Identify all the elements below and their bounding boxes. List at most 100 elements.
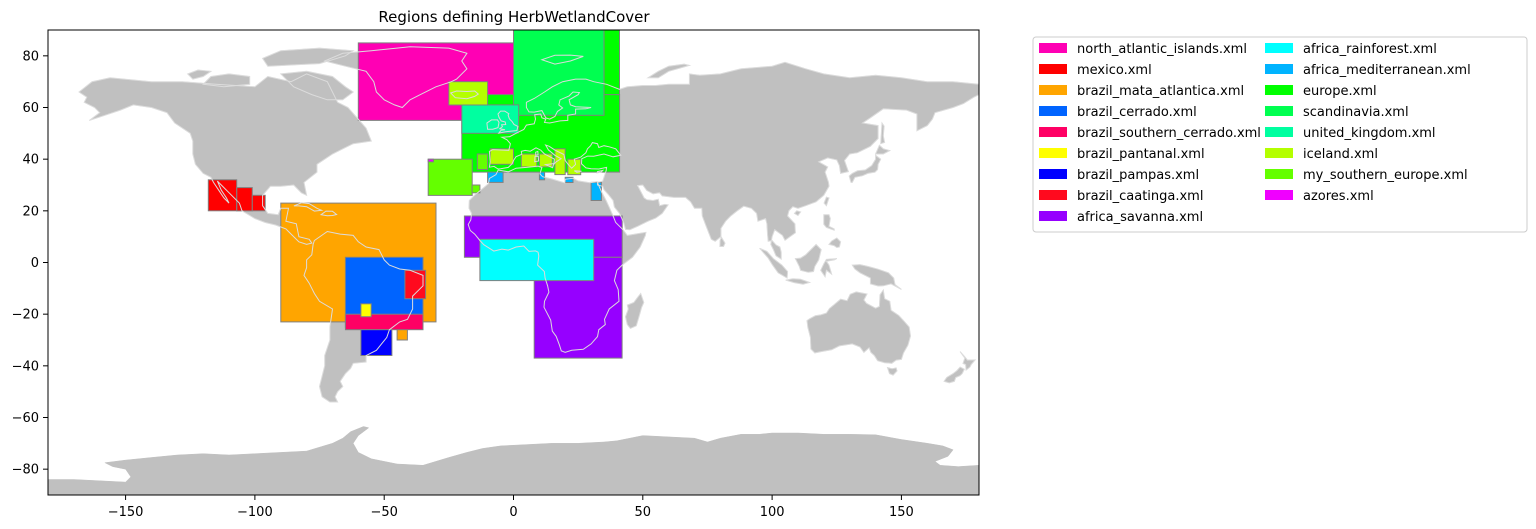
y-tick-label: 60	[22, 101, 39, 116]
region-box-my-southern-europe-3	[471, 184, 481, 194]
legend-swatch-north-atlantic-islands	[1039, 43, 1067, 53]
chart-title: Regions defining HerbWetlandCover	[378, 8, 650, 26]
y-tick-label: 40	[22, 153, 39, 168]
coastline-hokkaido	[874, 144, 892, 155]
x-tick-label: −150	[108, 505, 144, 520]
coastline-great-britain	[497, 110, 519, 134]
region-layer	[207, 30, 623, 359]
coastline-victoria	[202, 73, 251, 88]
legend-label-mexico: mexico.xml	[1077, 63, 1152, 78]
legend-label-africa-savanna: africa_savanna.xml	[1077, 210, 1203, 225]
y-tick-label: −60	[12, 411, 39, 426]
region-box-iceland-5	[554, 148, 566, 176]
coastline-corsica	[535, 150, 539, 156]
legend-label-azores: azores.xml	[1303, 189, 1374, 204]
coastline-australia	[806, 288, 912, 364]
legend-label-united-kingdom: united_kingdom.xml	[1303, 126, 1436, 141]
y-axis: −80 −60 −40 −20 0 20 40 60 80	[12, 49, 48, 478]
x-tick-label: 100	[760, 505, 785, 520]
coastline-nz-south	[943, 366, 965, 384]
coastline-new-guinea	[851, 264, 902, 290]
coastline-crete	[574, 170, 582, 173]
coastline-greenland	[323, 46, 468, 109]
legend-swatch-brazil-caatinga	[1039, 190, 1067, 200]
region-box-iceland-1	[448, 81, 489, 106]
coastline-ireland	[486, 119, 500, 130]
coastline-nz-north	[959, 351, 977, 371]
coastline-baffin	[279, 70, 355, 101]
region-box-mexico-3	[251, 194, 266, 212]
coastline-madagascar	[624, 292, 645, 330]
y-tick-label: 20	[22, 204, 39, 219]
coastline-layer	[78, 46, 979, 403]
region-box-iceland-2	[489, 148, 515, 165]
region-box-brazil-caatinga-1	[404, 269, 427, 300]
x-tick-label: 0	[509, 505, 517, 520]
coastline-north-america	[78, 73, 373, 245]
coastline-novaya-zemlya	[646, 63, 692, 79]
coastline-sulawesi	[820, 258, 838, 278]
legend-label-my-southern-europe: my_southern_europe.xml	[1303, 168, 1468, 183]
legend-label-europe: europe.xml	[1303, 84, 1377, 99]
y-tick-label: 0	[31, 256, 39, 271]
x-axis: −150 −100 −50 0 50 100 150	[108, 495, 914, 520]
legend-label-brazil-cerrado: brazil_cerrado.xml	[1077, 105, 1197, 120]
legend-swatch-my-southern-europe	[1265, 169, 1293, 179]
region-box-my-southern-europe-2	[476, 153, 489, 170]
coastline-tasmania	[886, 366, 898, 376]
legend-swatch-brazil-pampas	[1039, 169, 1067, 179]
legend-label-africa-rainforest: africa_rainforest.xml	[1303, 42, 1437, 57]
legend-label-brazil-southern-cerrado: brazil_southern_cerrado.xml	[1077, 126, 1261, 141]
legend-swatch-brazil-mata-atlantica	[1039, 85, 1067, 95]
region-box-azores-1	[427, 158, 434, 163]
legend-swatch-brazil-southern-cerrado	[1039, 127, 1067, 137]
legend-swatch-brazil-cerrado	[1039, 106, 1067, 116]
y-tick-label: −40	[12, 359, 39, 374]
x-tick-label: 50	[635, 505, 652, 520]
coastline-sardinia	[534, 155, 540, 163]
x-tick-label: 150	[889, 505, 914, 520]
legend-label-north-atlantic-islands: north_atlantic_islands.xml	[1077, 42, 1247, 57]
region-box-brazil-pantanal-1	[360, 303, 372, 318]
x-tick-label: −50	[370, 505, 397, 520]
legend: north_atlantic_islands.xml mexico.xml braz…	[1032, 36, 1528, 233]
coastline-iceland	[449, 90, 480, 100]
coastline-japan-honshu	[848, 154, 882, 183]
legend-swatch-africa-savanna	[1039, 211, 1067, 221]
coastline-sri-lanka	[719, 236, 726, 247]
y-tick-label: 80	[22, 49, 39, 64]
legend-label-scandinavia: scandinavia.xml	[1303, 105, 1409, 120]
coastline-sumatra	[759, 247, 789, 279]
coastline-cyprus	[596, 169, 605, 174]
legend-swatch-africa-rainforest	[1265, 43, 1293, 53]
legend-swatch-scandinavia	[1265, 106, 1293, 116]
coastline-eurasia	[488, 61, 979, 261]
legend-swatch-mexico	[1039, 64, 1067, 74]
coastline-svalbard	[540, 54, 584, 65]
coastline-cuba	[293, 202, 324, 212]
coastline-mindanao	[828, 237, 842, 249]
coastline-south-america	[303, 230, 424, 403]
legend-swatch-europe	[1265, 85, 1293, 95]
region-box-africa-rainforest-1	[479, 238, 595, 282]
legend-label-africa-mediterranean: africa_mediterranean.xml	[1303, 63, 1471, 78]
y-tick-label: −20	[12, 308, 39, 323]
legend-swatch-africa-mediterranean	[1265, 64, 1293, 74]
region-box-brazil-southern-cerrado-1	[344, 313, 424, 331]
coastline-ellesmere	[261, 47, 355, 67]
coastline-sakhalin	[880, 121, 886, 145]
legend-swatch-iceland	[1265, 148, 1293, 158]
coastline-sicily	[543, 163, 555, 169]
legend-label-brazil-pampas: brazil_pampas.xml	[1077, 168, 1199, 183]
region-box-my-southern-europe-1	[427, 158, 473, 196]
legend-label-iceland: iceland.xml	[1303, 147, 1378, 162]
x-tick-label: −100	[237, 505, 273, 520]
legend-label-brazil-pantanal: brazil_pantanal.xml	[1077, 147, 1205, 162]
coastline-banks	[186, 69, 213, 80]
landmass-antarctica	[48, 426, 979, 495]
coastline-africa	[467, 165, 647, 353]
y-tick-label: −80	[12, 463, 39, 478]
coastline-hainan	[793, 210, 802, 217]
coastline-hispaniola	[319, 210, 338, 217]
